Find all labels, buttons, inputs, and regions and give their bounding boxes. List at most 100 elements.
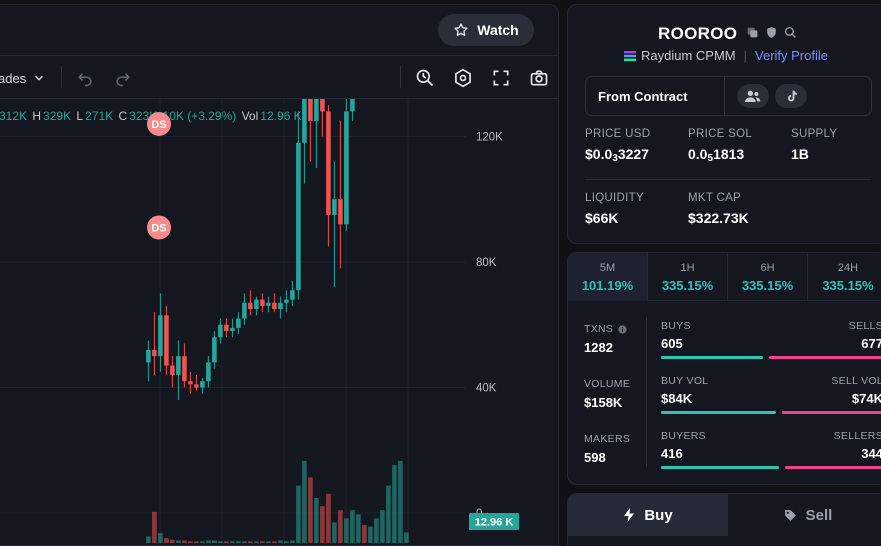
candle-body [248, 302, 253, 310]
ohlc-low-label: L [76, 109, 84, 123]
volume-bar [332, 522, 337, 543]
raydium-icon [624, 50, 636, 61]
volume-bar [278, 540, 283, 543]
candle-body [302, 99, 307, 143]
screenshot-button[interactable] [527, 66, 551, 90]
lightning-icon [624, 508, 635, 522]
fullscreen-button[interactable] [489, 66, 513, 90]
ohlc-volume-label: Vol [241, 109, 259, 123]
buy-vol-label: BUY VOL [661, 375, 709, 387]
candle-body [326, 111, 331, 215]
tiktok-button[interactable] [775, 84, 807, 108]
shield-icon[interactable] [764, 25, 778, 39]
trade-card: Buy Sell [567, 493, 881, 546]
buyers-sellers-bar [661, 466, 881, 469]
stat-label: MKT CAP [688, 192, 742, 204]
buys-sells-block: BUYS SELLS 605 677 [661, 320, 881, 359]
tab-6h[interactable]: 6H 335.15% [728, 253, 808, 301]
makers-label: MAKERS [584, 433, 631, 445]
redo-button[interactable] [111, 66, 135, 90]
zoom-tool-button[interactable] [413, 66, 437, 90]
candle-body [242, 302, 247, 319]
ohlc-open-value: 312K [0, 109, 28, 123]
tab-value: 335.15% [661, 277, 714, 293]
undo-icon [77, 73, 92, 87]
stat-value-main: $0.0 [585, 146, 613, 162]
tab-label: 24H [837, 261, 859, 274]
candle-body [284, 299, 289, 303]
ohlc-volume-value: 12.96 K [260, 109, 302, 123]
stat-value: 0.051813 [688, 146, 752, 164]
candle-body [278, 302, 283, 310]
volume-bar [380, 510, 385, 543]
watch-button[interactable]: Watch [438, 14, 534, 46]
volume-bar [302, 461, 307, 543]
undo-button[interactable] [73, 66, 97, 90]
sell-bar [768, 356, 881, 359]
stat-value: 1B [791, 146, 809, 162]
stat-label: PRICE USD [585, 128, 651, 140]
watch-label: Watch [477, 22, 519, 38]
last-volume-tag [469, 513, 519, 530]
buy-bar [661, 411, 776, 414]
tab-5m[interactable]: 5M 101.19% [568, 253, 648, 301]
candle-body [158, 315, 163, 357]
camera-icon [530, 70, 548, 86]
sells-label: SELLS [848, 320, 881, 332]
stat-value-sub: 3 [612, 153, 618, 164]
candle-body [350, 99, 355, 112]
community-button[interactable] [737, 84, 769, 108]
candle-body [332, 199, 337, 215]
sell-vol-value: $74K [851, 391, 881, 406]
tab-1h[interactable]: 1H 335.15% [648, 253, 728, 301]
ohlc-high-value: 329K [43, 109, 72, 123]
candle-body [296, 142, 301, 291]
candle-body [146, 349, 151, 363]
last-volume-label: 12.96 K [475, 517, 514, 529]
dex-separator: | [743, 48, 748, 63]
price-chart[interactable]: DSDSDSDSM360K320K280K240K200K160K120K80K… [0, 99, 559, 546]
candle-body [314, 99, 319, 121]
marker-ds[interactable] [147, 111, 171, 136]
volume-bar [368, 526, 373, 543]
stat-value: $322.73K [688, 210, 749, 226]
tab-24h[interactable]: 24H 335.15% [808, 253, 881, 301]
tiktok-icon [787, 90, 797, 102]
makers-stat: MAKERS 598 [584, 433, 630, 465]
settings-button[interactable] [451, 66, 475, 90]
makers-value: 598 [584, 450, 606, 465]
buy-bar [661, 356, 763, 359]
volume-bar [296, 485, 301, 543]
volume-bar [350, 510, 355, 543]
tab-label: 1H [680, 261, 695, 274]
buy-tab[interactable]: Buy [568, 494, 728, 536]
users-icon [745, 90, 761, 102]
sell-bar [785, 466, 881, 469]
stat-liquidity: LIQUIDITY $66K [585, 192, 644, 226]
marker-ds[interactable] [147, 215, 171, 240]
volume-bar [356, 514, 361, 543]
copy-icon[interactable] [745, 25, 759, 39]
ohlc-legend: 312K H 329K L 271K C 323K 10K (+3.29%) Vol 1… [0, 109, 304, 123]
verify-profile-link[interactable]: Verify Profile [755, 48, 828, 63]
volume-bar [392, 465, 397, 543]
search-icon[interactable] [783, 25, 797, 39]
volume-bar [188, 541, 193, 543]
trades-dropdown[interactable]: ades [0, 62, 46, 94]
ohlc-change-value: 10K (+3.29%) [162, 109, 237, 123]
y-axis-tick-label: 40K [476, 383, 497, 395]
candle-body [308, 99, 313, 121]
info-icon[interactable] [618, 324, 627, 334]
buyvol-sellvol-block: BUY VOL SELL VOL $84K $74K [661, 375, 881, 414]
candle-body [320, 99, 325, 112]
sellers-label: SELLERS [833, 430, 881, 442]
volume-label: VOLUME [584, 378, 631, 390]
trades-label: ades [0, 70, 27, 86]
buy-bar [661, 466, 780, 469]
candle-body [224, 324, 229, 332]
sell-tab[interactable]: Sell [728, 494, 881, 536]
settings-hex-icon [455, 68, 471, 88]
candle-body [170, 365, 175, 375]
volume-bar [398, 461, 403, 543]
volume-bar [374, 518, 379, 543]
